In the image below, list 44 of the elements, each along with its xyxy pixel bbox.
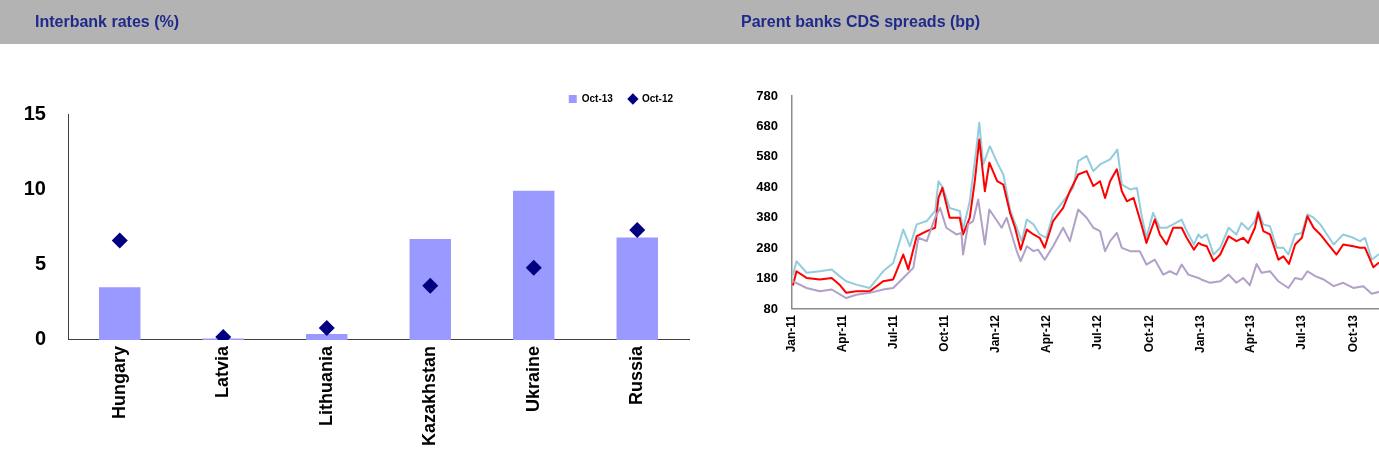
point: [111, 232, 128, 249]
x-tick-label: Oct-11: [936, 314, 951, 352]
x-tick-label: Jul-11: [885, 314, 900, 350]
x-tick-label: Hungary: [108, 345, 129, 419]
y-tick-label: 5: [34, 252, 46, 275]
x-tick-label: Latvia: [212, 344, 233, 398]
point: [318, 319, 335, 336]
y-tick-label: 380: [756, 209, 778, 225]
x-tick-label: Jul-13: [1294, 314, 1309, 350]
y-tick-label: 280: [756, 239, 778, 255]
x-tick-label: Jan-12: [988, 314, 1003, 354]
y-tick-label: 480: [756, 178, 778, 194]
x-tick-label: Oct-13: [1345, 314, 1360, 353]
y-tick-label: 10: [23, 176, 46, 199]
x-tick-label: Apr-12: [1039, 314, 1054, 353]
x-tick-label: Lithuania: [315, 344, 336, 426]
y-tick-label: 580: [756, 148, 778, 164]
legend-label: Oct-12: [641, 92, 674, 104]
y-tick-label: 80: [763, 300, 778, 316]
x-tick-label: Jul-12: [1090, 314, 1105, 350]
chart-title: Parent banks CDS spreads (bp): [700, 0, 1379, 44]
x-tick-label: Ukraine: [522, 345, 543, 413]
bar: [306, 333, 348, 340]
point: [422, 277, 439, 294]
y-tick-label: 180: [756, 270, 778, 286]
bar: [409, 239, 451, 340]
point: [525, 259, 542, 276]
y-tick-label: 15: [23, 101, 46, 124]
y-tick-label: 780: [756, 87, 778, 103]
bar: [513, 190, 555, 340]
x-tick-label: Apr-13: [1243, 314, 1258, 353]
bar: [99, 287, 141, 340]
y-tick-label: 0: [34, 327, 46, 350]
x-tick-label: Jan-13: [1192, 314, 1207, 354]
chart-title: Interbank rates (%): [0, 0, 700, 44]
x-tick-label: Apr-11: [834, 314, 849, 353]
y-tick-label: 680: [756, 118, 778, 133]
legend-label: Oct-13: [581, 92, 614, 104]
point: [629, 221, 646, 238]
x-tick-label: Russia: [626, 344, 647, 405]
bar: [616, 237, 658, 340]
x-tick-label: Jan-11: [784, 314, 799, 353]
x-tick-label: Oct-12: [1141, 314, 1156, 353]
x-tick-label: Kazakhstan: [419, 345, 440, 447]
